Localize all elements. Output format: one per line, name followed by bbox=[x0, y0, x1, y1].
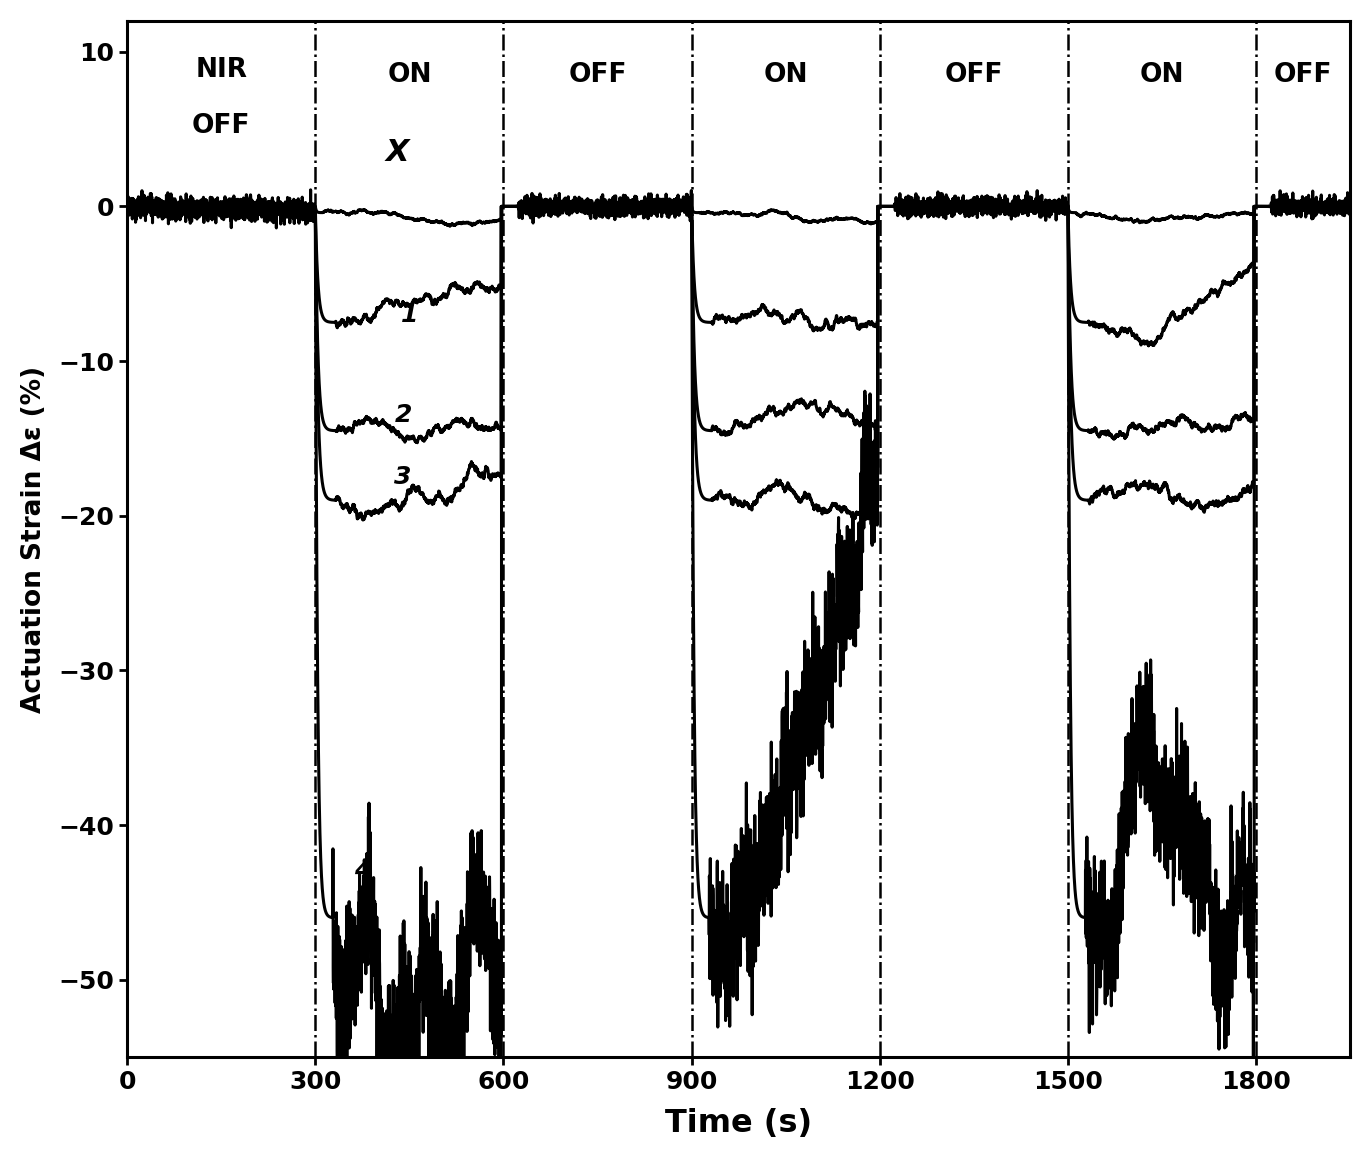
Text: ON: ON bbox=[1139, 61, 1185, 88]
Text: OFF: OFF bbox=[945, 61, 1004, 88]
Text: NIR: NIR bbox=[195, 57, 247, 84]
X-axis label: Time (s): Time (s) bbox=[665, 1108, 812, 1139]
Text: OFF: OFF bbox=[192, 113, 251, 139]
Text: 1: 1 bbox=[400, 303, 418, 327]
Text: ON: ON bbox=[387, 61, 432, 88]
Text: ON: ON bbox=[764, 61, 808, 88]
Text: 4: 4 bbox=[354, 860, 372, 884]
Text: OFF: OFF bbox=[1274, 61, 1333, 88]
Text: OFF: OFF bbox=[569, 61, 627, 88]
Text: 3: 3 bbox=[395, 465, 411, 490]
Y-axis label: Actuation Strain Δε (%): Actuation Strain Δε (%) bbox=[21, 365, 47, 712]
Text: X: X bbox=[385, 138, 409, 167]
Text: 2: 2 bbox=[395, 404, 411, 427]
